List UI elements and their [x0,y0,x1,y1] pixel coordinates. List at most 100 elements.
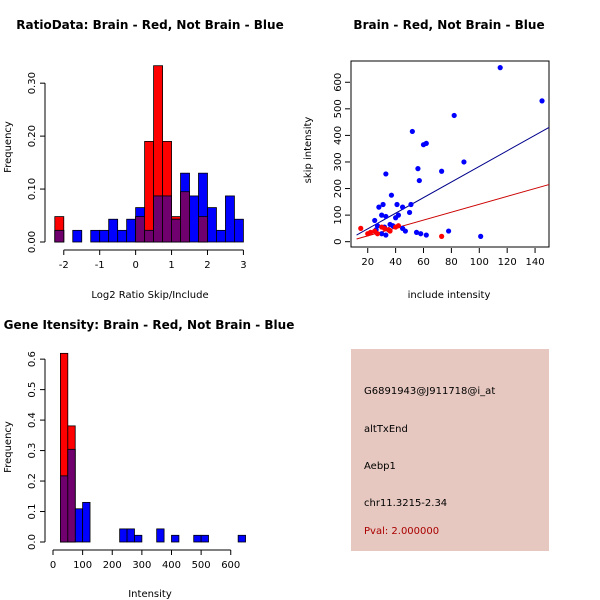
probe-id: G6891943@J911718@i_at [364,386,496,397]
ratio-blue-bar [72,229,83,243]
red-scatter-point [387,228,393,234]
intensity-blue-bar [156,528,165,543]
intensity-y-tick-label: 0.4 [27,412,38,428]
blue-scatter-point [372,217,378,224]
ratio-overlap-bar [135,216,146,243]
ratio-overlap-bar [180,191,190,243]
ratio-overlap-bar [162,195,172,243]
probe-info-panel: G6891943@J911718@i_at altTxEnd Aebp1 chr… [351,349,549,551]
intensity-scatter: Brain - Red, Not Brain - Blue 20 40 60 80 10… [303,18,550,301]
scatter-y-tick-label: 200 [333,179,344,198]
ratio-overlap-bar [54,229,65,243]
intensity-x-tick-label: 200 [103,560,122,571]
p-value: Pval: 2.000000 [364,526,440,537]
blue-scatter-point [446,228,452,234]
blue-scatter-point [395,212,402,218]
ratio-overlap-bar [198,216,208,243]
intensity-histogram: Gene Itensity: Brain - Red, Not Brain - … [3,318,294,600]
blue-scatter-point [451,112,457,119]
red-scatter-point [395,223,402,229]
event-type: altTxEnd [364,424,408,435]
intensity-blue-bar [171,534,180,543]
genomic-location: chr11.3215-2.34 [364,498,448,509]
scatter-y-tick-label: 0 [333,238,344,244]
scatter-x-tick-label: 100 [470,257,489,268]
intensity-y-tick-label: 0.1 [27,504,38,520]
scatter-y-tick-label: 300 [333,152,344,171]
intensity-x-tick-label: 0 [50,560,56,571]
ratio-histogram: RatioData: Brain - Red, Not Brain - Blue… [3,18,284,301]
ratio-x-tick-label: 1 [168,260,174,271]
ratio-blue-bar [225,195,235,243]
ratio-y-tick-label: 0.00 [27,231,38,253]
blue-scatter-point [402,228,408,234]
intensity-y-tick-label: 0.2 [27,473,38,489]
scatter-marks [356,65,550,240]
scatter-xlabel: include intensity [408,290,491,301]
blue-scatter-point [461,159,467,165]
blue-scatter-point [374,223,381,229]
ratio-histogram-bars [54,65,244,243]
scatter-axes: 20 40 60 80 100 120 140 0 100 200 300 400 500 600 [333,73,545,268]
blue-scatter-point [497,65,503,71]
intensity-histogram-axes: 0 100 200 300 400 500 600 0.0 0.1 0.2 0.3 0.4 0.5 0.6 [27,351,240,571]
intensity-blue-bar [200,534,209,543]
scatter-y-tick-label: 400 [333,126,344,145]
red-fit-line [356,184,550,240]
scatter-y-tick-label: 600 [333,73,344,92]
blue-scatter-point [418,231,424,237]
intensity-blue-bar [82,501,91,543]
ratio-histogram-ylabel: Frequency [3,121,14,173]
intensity-blue-bar [74,508,84,543]
intensity-y-tick-label: 0.3 [27,443,38,459]
intensity-histogram-ylabel: Frequency [3,421,14,473]
intensity-y-tick-label: 0.5 [27,382,38,398]
scatter-x-tick-label: 140 [526,257,545,268]
ratio-x-tick-label: 2 [204,260,210,271]
ratio-y-tick-label: 0.20 [27,125,38,147]
red-scatter-point [439,233,445,239]
blue-scatter-point [478,233,484,239]
blue-scatter-point [383,232,389,238]
intensity-overlap-bar [60,475,69,543]
ratio-histogram-axes: -2 -1 0 1 2 3 0.00 0.10 0.20 0.30 [27,72,247,271]
ratio-overlap-bar [153,195,163,243]
red-scatter-point [381,225,388,231]
intensity-histogram-bars [60,352,246,543]
ratio-blue-bar [216,229,226,243]
ratio-red-bar [144,141,154,243]
blue-scatter-point [394,201,400,208]
blue-scatter-point [423,232,429,238]
intensity-blue-bar [126,528,135,543]
scatter-plot-frame [350,60,550,248]
red-scatter-point [358,225,364,231]
blue-scatter-point [383,213,389,220]
blue-scatter-point [413,229,420,235]
blue-scatter-point [379,231,385,237]
intensity-overlap-bar [67,448,76,543]
ratio-overlap-bar [144,229,154,243]
ratio-y-tick-label: 0.10 [27,178,38,200]
intensity-blue-bar [193,534,202,543]
ratio-blue-bar [108,218,119,243]
ratio-x-tick-label: -1 [95,260,105,271]
intensity-x-tick-label: 600 [221,560,240,571]
gene-symbol: Aebp1 [364,461,396,472]
ratio-x-tick-label: 0 [132,260,138,271]
blue-fit-line [356,126,550,236]
ratio-blue-bar [90,229,101,243]
blue-scatter-point [409,128,415,135]
blue-scatter-point [376,204,382,210]
scatter-x-tick-label: 120 [498,257,517,268]
red-scatter-point [367,229,374,235]
blue-scatter-point [380,201,386,208]
ratio-blue-bar [234,218,244,243]
blue-scatter-point [439,168,445,174]
blue-scatter-point [388,192,395,198]
intensity-x-tick-label: 500 [192,560,211,571]
ratio-x-tick-label: 3 [240,260,246,271]
ratio-overlap-bar [171,218,181,243]
blue-scatter-point [406,209,413,216]
scatter-x-tick-label: 40 [389,257,402,268]
